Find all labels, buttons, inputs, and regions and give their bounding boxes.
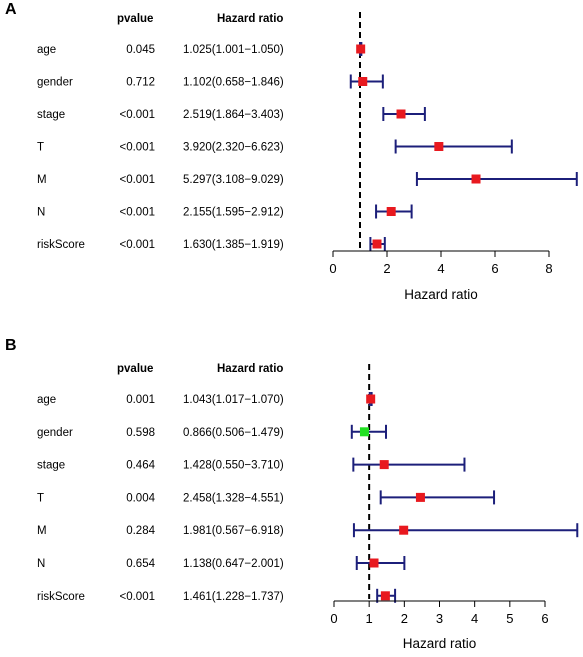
hazard-ratio-cell: 2.155(1.595−2.912) [183,207,284,219]
pvalue-cell: 0.464 [126,460,155,472]
x-axis-title: Hazard ratio [403,636,477,651]
hazard-ratio-cell: 1.428(0.550−3.710) [183,460,284,472]
pvalue-cell: 0.712 [126,77,155,89]
x-tick-label: 0 [330,611,337,626]
forest-row: gender 0.598 0.866(0.506−1.479) [37,424,388,439]
forest-row: riskScore <0.001 1.461(1.228−1.737) [37,588,397,603]
forest-row: riskScore <0.001 1.630(1.385−1.919) [37,237,386,251]
pvalue-cell: <0.001 [120,207,156,219]
hazard-ratio-cell: 3.920(2.320−6.623) [183,142,284,154]
variable-label: N [37,207,45,219]
hr-point-marker [356,44,366,54]
forest-row: stage 0.464 1.428(0.550−3.710) [37,457,466,472]
variable-label: gender [37,427,73,439]
forest-row: N <0.001 2.155(1.595−2.912) [37,204,413,219]
variable-label: stage [37,460,65,472]
x-tick-label: 6 [541,611,548,626]
hazard-ratio-cell: 1.102(0.658−1.846) [183,77,284,89]
hr-point-marker [369,558,379,568]
hazard-ratio-cell: 1.981(0.567−6.918) [183,525,284,537]
hr-point-marker [366,394,376,404]
hr-point-marker [359,427,369,437]
variable-label: N [37,558,45,570]
variable-label: riskScore [37,239,85,251]
pvalue-cell: <0.001 [120,239,156,251]
forest-row: T 0.004 2.458(1.328−4.551) [37,490,496,505]
hr-point-marker [358,77,368,86]
hr-point-marker [386,207,396,216]
hazard-ratio-cell: 0.866(0.506−1.479) [183,427,284,439]
pvalue-cell: <0.001 [120,142,156,154]
hr-point-marker [434,142,444,151]
pvalue-cell: <0.001 [120,109,156,121]
variable-label: M [37,174,47,186]
x-tick-label: 4 [471,611,478,626]
x-tick-label: 4 [437,261,444,276]
pvalue-header: pvalue [117,13,153,25]
hazard-ratio-cell: 2.458(1.328−4.551) [183,492,284,504]
pvalue-cell: 0.284 [126,525,155,537]
x-tick-label: 1 [366,611,373,626]
hazard-ratio-header: Hazard ratio [217,13,283,25]
forest-row: age 0.001 1.043(1.017−1.070) [37,392,376,406]
hazard-ratio-cell: 2.519(1.864−3.403) [183,109,284,121]
hr-point-marker [379,460,389,470]
x-tick-label: 0 [329,261,336,276]
variable-label: riskScore [37,591,85,603]
pvalue-cell: 0.001 [126,394,155,406]
pvalue-cell: 0.654 [126,558,155,570]
x-tick-label: 2 [383,261,390,276]
x-tick-label: 6 [491,261,498,276]
hazard-ratio-cell: 1.043(1.017−1.070) [183,394,284,406]
forest-row: gender 0.712 1.102(0.658−1.846) [37,74,384,89]
forest-row: age 0.045 1.025(1.001−1.050) [37,42,366,56]
forest-row: N 0.654 1.138(0.647−2.001) [37,556,406,570]
x-tick-label: 2 [401,611,408,626]
hr-point-marker [415,492,425,502]
variable-label: M [37,525,47,537]
variable-label: T [37,142,44,154]
hr-point-marker [372,239,382,249]
panel-label: A [5,1,17,18]
variable-label: age [37,44,56,56]
panel-label: B [5,337,17,354]
forest-row: T <0.001 3.920(2.320−6.623) [37,139,513,154]
forest-row: M <0.001 5.297(3.108−9.029) [37,172,578,186]
hr-point-marker [471,174,481,184]
x-tick-label: 8 [545,261,552,276]
variable-label: gender [37,77,73,89]
hr-point-marker [380,591,390,601]
pvalue-cell: 0.598 [126,427,155,439]
hr-point-marker [396,109,406,119]
hazard-ratio-cell: 1.025(1.001−1.050) [183,44,284,56]
variable-label: T [37,492,44,504]
pvalue-cell: 0.045 [126,44,155,56]
hazard-ratio-cell: 1.461(1.228−1.737) [183,591,284,603]
x-tick-label: 5 [506,611,513,626]
hr-point-marker [399,525,409,535]
variable-label: stage [37,109,65,121]
hazard-ratio-header: Hazard ratio [217,363,283,375]
hazard-ratio-cell: 1.138(0.647−2.001) [183,558,284,570]
hazard-ratio-cell: 5.297(3.108−9.029) [183,174,284,186]
variable-label: age [37,394,56,406]
pvalue-cell: 0.004 [126,492,155,504]
pvalue-header: pvalue [117,363,153,375]
x-axis-title: Hazard ratio [404,287,478,302]
hazard-ratio-cell: 1.630(1.385−1.919) [183,239,284,251]
forest-row: M 0.284 1.981(0.567−6.918) [37,523,579,538]
pvalue-cell: <0.001 [120,174,156,186]
forest-row: stage <0.001 2.519(1.864−3.403) [37,107,426,121]
pvalue-cell: <0.001 [120,591,156,603]
x-tick-label: 3 [436,611,443,626]
